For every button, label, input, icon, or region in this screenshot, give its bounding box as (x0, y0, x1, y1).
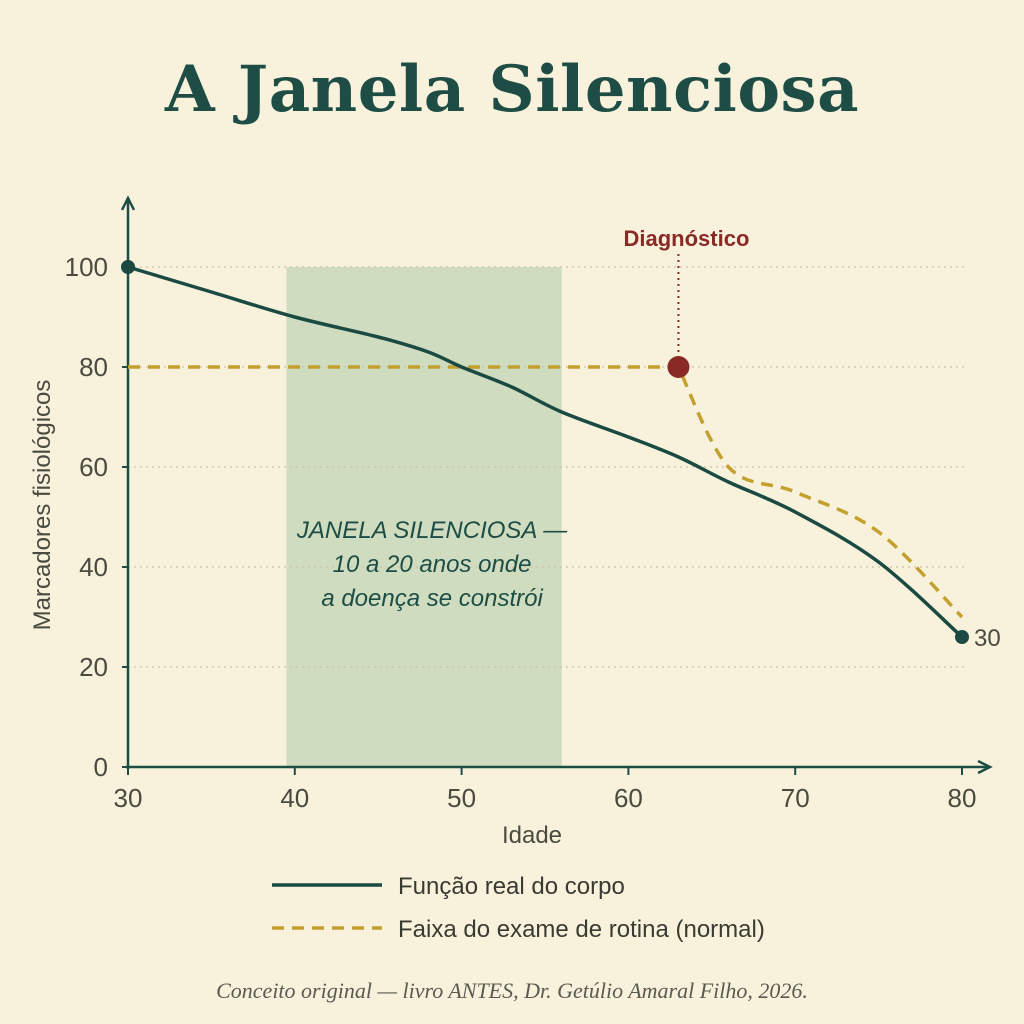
point-real-start (121, 260, 135, 274)
series-line-real-function (126, 265, 964, 639)
diagnosis-point (667, 356, 690, 378)
y-tick-label-60: 60 (79, 452, 108, 482)
y-axis-title: Marcadores fisiológicos (29, 380, 56, 631)
x-tick-label-30: 30 (114, 783, 143, 813)
x-tick-label-60: 60 (614, 783, 643, 813)
y-tick-label-80: 80 (79, 352, 108, 382)
silent-window-text-line-3: a doença se constrói (321, 585, 543, 612)
y-tick-label-20: 20 (79, 652, 108, 682)
series-group (121, 260, 969, 644)
series-line-exam-band (128, 365, 964, 619)
x-tick-label-70: 70 (781, 783, 810, 813)
legend-group: Função real do corpo Faixa do exame de ro… (272, 873, 765, 943)
axes-group (120, 195, 993, 775)
y-axis-arrow (120, 195, 136, 211)
x-tick-label-80: 80 (948, 783, 977, 813)
tick-labels-group: 30 40 50 60 70 80 0 20 40 60 80 100 Idade Marcadores … (29, 252, 976, 849)
y-tick-label-0: 0 (94, 752, 108, 782)
end-value-label: 30 (974, 625, 1001, 652)
silent-window-text-line-2: 10 a 20 anos onde (333, 551, 532, 578)
x-tick-label-40: 40 (280, 783, 309, 813)
point-real-end (955, 630, 969, 644)
diagnosis-label: Diagnóstico (623, 226, 749, 251)
y-tick-label-100: 100 (65, 252, 108, 282)
x-axis-arrow (977, 759, 993, 775)
footnote: Conceito original — livro ANTES, Dr. Get… (216, 978, 808, 1003)
chart-title: A Janela Silenciosa (164, 52, 860, 127)
x-tick-label-50: 50 (447, 783, 476, 813)
x-axis-title: Idade (502, 822, 562, 849)
legend-label-exam-band: Faixa do exame de rotina (normal) (398, 916, 765, 943)
annotations-group: 30 Diagnóstico JANELA SILENCIOSA — 10 a 20 … (296, 226, 1001, 652)
silent-window-text-line-1: JANELA SILENCIOSA — (296, 517, 568, 544)
y-tick-label-40: 40 (79, 552, 108, 582)
legend-label-real-function: Função real do corpo (398, 873, 625, 900)
